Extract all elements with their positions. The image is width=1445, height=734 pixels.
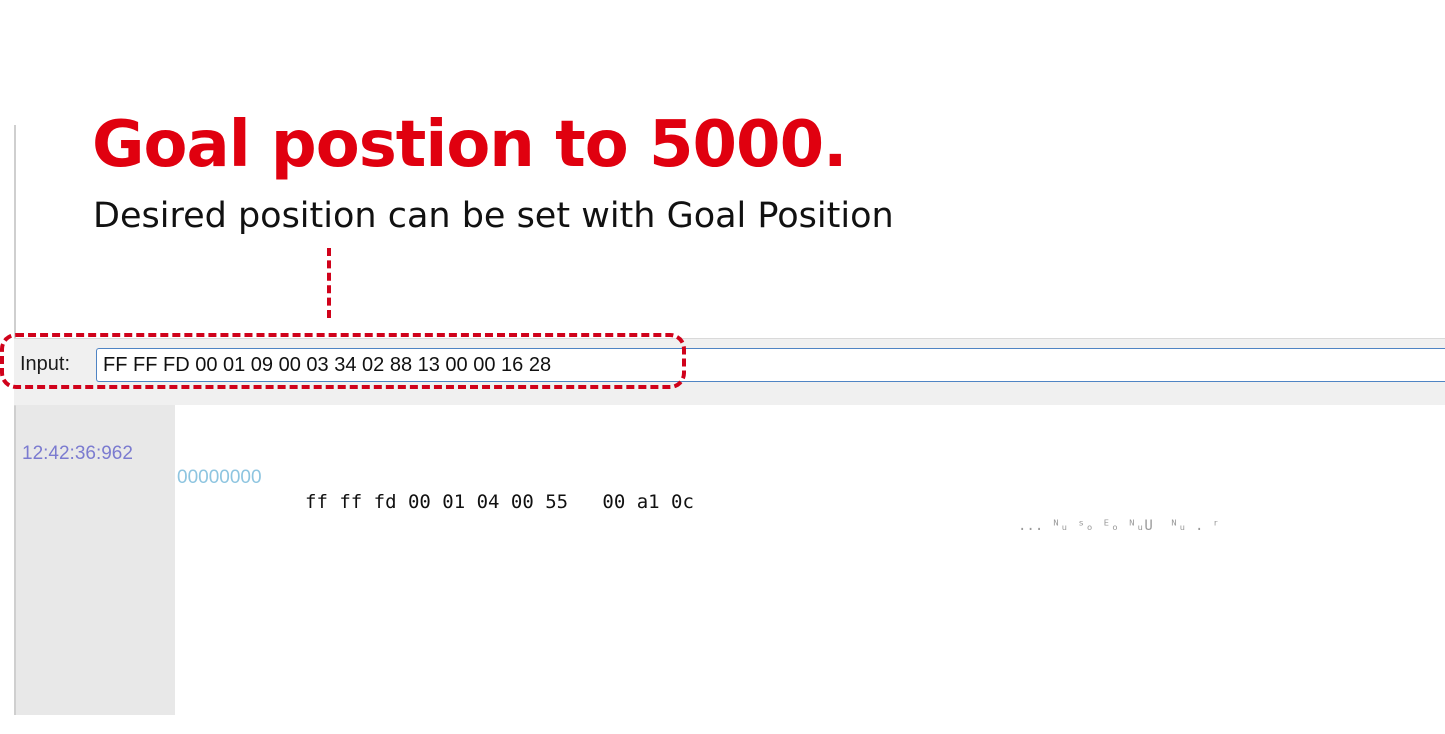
- window-left-border: [14, 125, 16, 715]
- log-hex-bytes: ff ff fd 00 01 04 00 55 00 a1 0c: [305, 491, 694, 513]
- input-field[interactable]: [96, 348, 1445, 382]
- annotation-subline: Desired position can be set with Goal Po…: [93, 196, 894, 236]
- log-gutter: [16, 405, 175, 715]
- log-timestamp: 12:42:36:962: [22, 443, 133, 464]
- log-offset: 00000000: [177, 467, 262, 488]
- log-ascii: ... ᴺᵤ ˢₒ ᴱₒ ᴺᵤU ᴺᵤ . ʳ: [1018, 518, 1221, 534]
- log-panel[interactable]: 12:42:36:962 00000000 ff ff fd 00 01 04 …: [16, 405, 1445, 715]
- annotation-connector-line: [327, 248, 331, 318]
- input-label: Input:: [20, 353, 71, 375]
- annotation-headline: Goal postion to 5000.: [92, 108, 847, 182]
- log-row: 12:42:36:962 00000000 ff ff fd 00 01 04 …: [22, 418, 1220, 562]
- input-bar: Input:: [14, 338, 1445, 406]
